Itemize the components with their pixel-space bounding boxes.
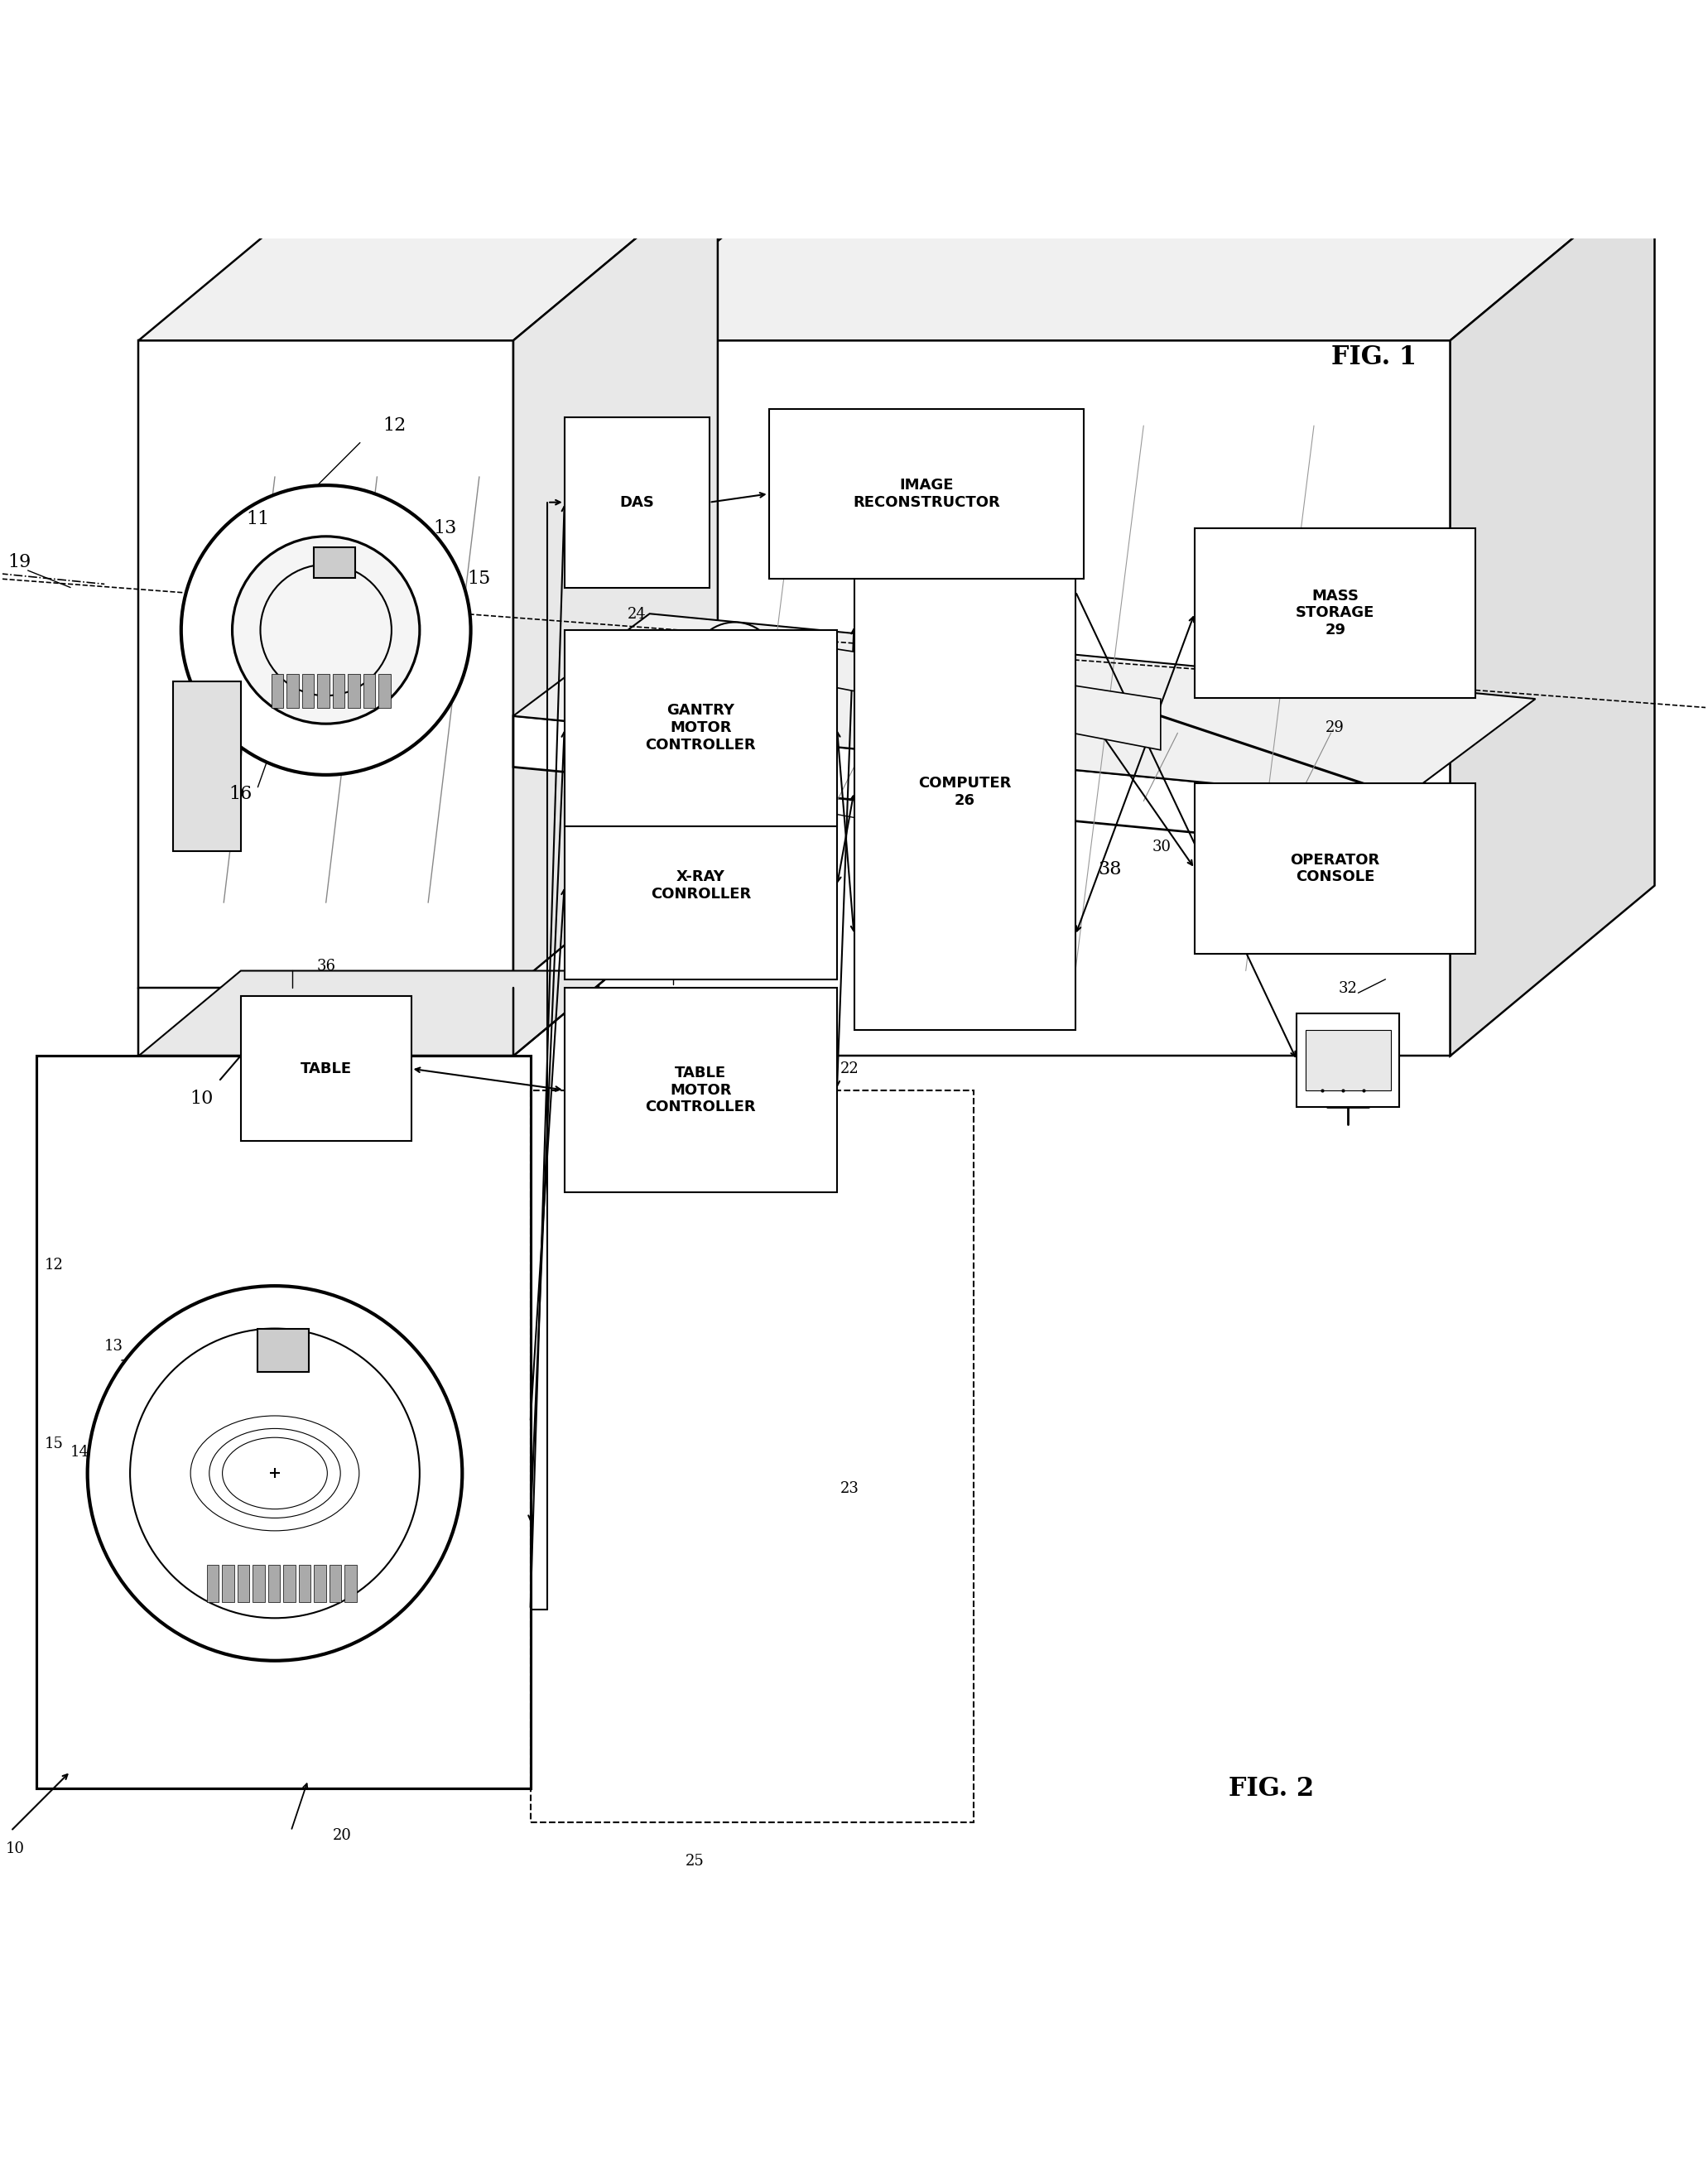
- Text: 30: 30: [1153, 839, 1172, 855]
- Text: TABLE
MOTOR
CONTROLLER: TABLE MOTOR CONTROLLER: [646, 1066, 757, 1114]
- Bar: [173, 680, 241, 852]
- Text: 34: 34: [692, 955, 711, 970]
- Bar: [1296, 1014, 1399, 1107]
- Text: 18: 18: [232, 1585, 251, 1600]
- Text: 32: 32: [1339, 981, 1358, 996]
- Bar: [345, 1565, 357, 1602]
- Text: 20: 20: [333, 1829, 352, 1842]
- FancyBboxPatch shape: [564, 988, 837, 1192]
- Polygon shape: [138, 340, 514, 988]
- FancyBboxPatch shape: [564, 416, 709, 586]
- Text: DAS: DAS: [620, 495, 654, 510]
- Text: IMAGE
RECONSTRUCTOR: IMAGE RECONSTRUCTOR: [852, 477, 999, 510]
- Bar: [36, 1055, 531, 1788]
- Polygon shape: [138, 970, 615, 1055]
- FancyBboxPatch shape: [564, 791, 837, 979]
- Polygon shape: [598, 340, 1450, 1055]
- Bar: [207, 1565, 219, 1602]
- Bar: [330, 1565, 342, 1602]
- Bar: [237, 1565, 249, 1602]
- Bar: [287, 674, 299, 708]
- Circle shape: [87, 1286, 463, 1661]
- Bar: [348, 674, 360, 708]
- Bar: [379, 674, 391, 708]
- Text: 38: 38: [1098, 861, 1122, 879]
- Text: 16: 16: [292, 1428, 311, 1443]
- Text: 15: 15: [44, 1437, 63, 1452]
- Bar: [314, 1565, 326, 1602]
- Bar: [1305, 1031, 1390, 1090]
- Text: 10: 10: [190, 1090, 214, 1107]
- Text: FIG. 1: FIG. 1: [1331, 344, 1416, 371]
- Bar: [364, 674, 376, 708]
- Bar: [284, 1565, 295, 1602]
- Bar: [272, 674, 284, 708]
- Text: 22: 22: [840, 1062, 859, 1077]
- Text: COMPUTER
26: COMPUTER 26: [919, 776, 1011, 809]
- Text: X-RAY
CONROLLER: X-RAY CONROLLER: [651, 870, 752, 903]
- Polygon shape: [514, 170, 717, 988]
- Text: 23: 23: [840, 1480, 859, 1495]
- Bar: [258, 1330, 309, 1371]
- Bar: [253, 1565, 265, 1602]
- FancyBboxPatch shape: [1194, 783, 1476, 953]
- Bar: [222, 1565, 234, 1602]
- Polygon shape: [138, 170, 717, 340]
- Bar: [299, 1565, 311, 1602]
- Text: 29: 29: [1325, 722, 1344, 735]
- Text: 16: 16: [229, 785, 253, 802]
- Text: TABLE: TABLE: [301, 1062, 352, 1077]
- Text: OPERATOR
CONSOLE: OPERATOR CONSOLE: [1291, 852, 1380, 885]
- Text: 25: 25: [685, 1853, 704, 1868]
- FancyBboxPatch shape: [241, 996, 412, 1140]
- Text: MASS
STORAGE
29: MASS STORAGE 29: [1296, 589, 1375, 639]
- Text: 14: 14: [70, 1445, 89, 1461]
- Circle shape: [692, 621, 777, 706]
- Polygon shape: [717, 630, 1161, 750]
- Text: 19: 19: [7, 554, 31, 571]
- FancyBboxPatch shape: [769, 408, 1085, 580]
- Text: 24: 24: [627, 606, 646, 621]
- Bar: [302, 674, 314, 708]
- Text: 10: 10: [5, 1842, 24, 1857]
- FancyBboxPatch shape: [564, 630, 837, 826]
- Text: FIG. 2: FIG. 2: [1228, 1775, 1313, 1801]
- Polygon shape: [598, 767, 700, 920]
- Polygon shape: [514, 715, 1399, 852]
- Text: 36: 36: [316, 959, 335, 974]
- Text: 15: 15: [468, 569, 490, 589]
- Polygon shape: [514, 615, 1535, 800]
- FancyBboxPatch shape: [854, 554, 1076, 1031]
- Bar: [318, 674, 330, 708]
- Bar: [268, 1565, 280, 1602]
- Text: 13: 13: [434, 519, 458, 536]
- Text: 19: 19: [352, 1454, 371, 1467]
- Polygon shape: [1450, 170, 1655, 1055]
- Circle shape: [232, 536, 420, 724]
- Text: 12: 12: [383, 416, 407, 434]
- Text: 12: 12: [44, 1258, 63, 1273]
- Bar: [314, 547, 355, 578]
- Text: 11: 11: [246, 510, 270, 528]
- Bar: [333, 674, 345, 708]
- Bar: [531, 1090, 974, 1822]
- Text: GANTRY
MOTOR
CONTROLLER: GANTRY MOTOR CONTROLLER: [646, 704, 757, 752]
- Polygon shape: [598, 170, 1655, 340]
- FancyBboxPatch shape: [1194, 528, 1476, 698]
- Circle shape: [181, 486, 471, 774]
- Text: 13: 13: [104, 1339, 123, 1354]
